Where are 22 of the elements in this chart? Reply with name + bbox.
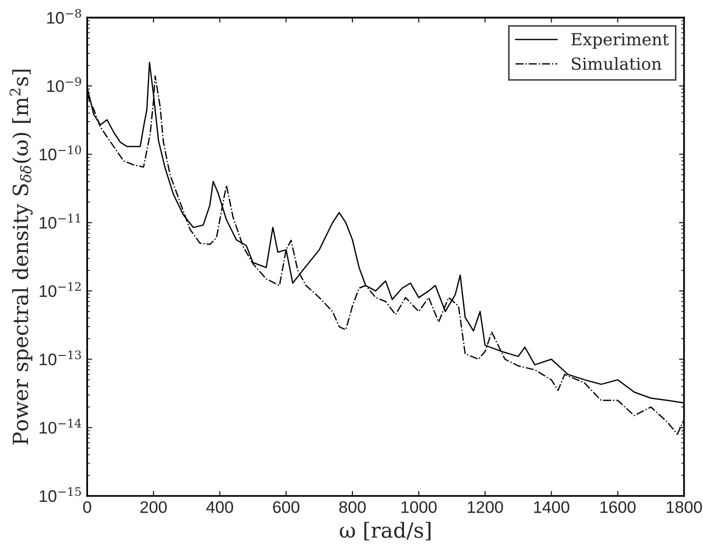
y-tick-label: 10$^{−14}$ [40, 418, 82, 434]
x-tick-label: 1800 [666, 501, 702, 514]
x-tick-label: 1600 [600, 501, 636, 514]
x-tick-label: 0 [83, 501, 92, 514]
y-tick-label: 10$^{−8}$ [47, 8, 82, 24]
y-axis-title: Power spectral density S$_{δδ}$(ω) [m$^{2}$s] [10, 70, 33, 444]
y-tick-label: 10$^{−11}$ [40, 214, 80, 229]
legend-label: Experiment [571, 33, 669, 49]
legend-label: Simulation [572, 57, 662, 70]
x-tick-label: 1400 [534, 501, 570, 514]
x-tick-label: 1200 [468, 501, 503, 514]
x-tick-label: 800 [339, 501, 366, 514]
y-tick-label: 10$^{−9}$ [47, 77, 82, 92]
y-tick-label: 10$^{−15}$ [40, 487, 81, 502]
y-tick-label: 10$^{−13}$ [40, 350, 81, 366]
y-tick-label: 10$^{−12}$ [40, 282, 81, 298]
x-tick-label: 400 [206, 501, 234, 514]
x-axis-title: ω [rad/s] [340, 522, 430, 540]
x-tick-label: 600 [273, 501, 300, 514]
x-tick-label: 1000 [401, 501, 437, 514]
y-tick-label: 10$^{−10}$ [40, 145, 82, 160]
x-tick-label: 200 [140, 501, 167, 514]
